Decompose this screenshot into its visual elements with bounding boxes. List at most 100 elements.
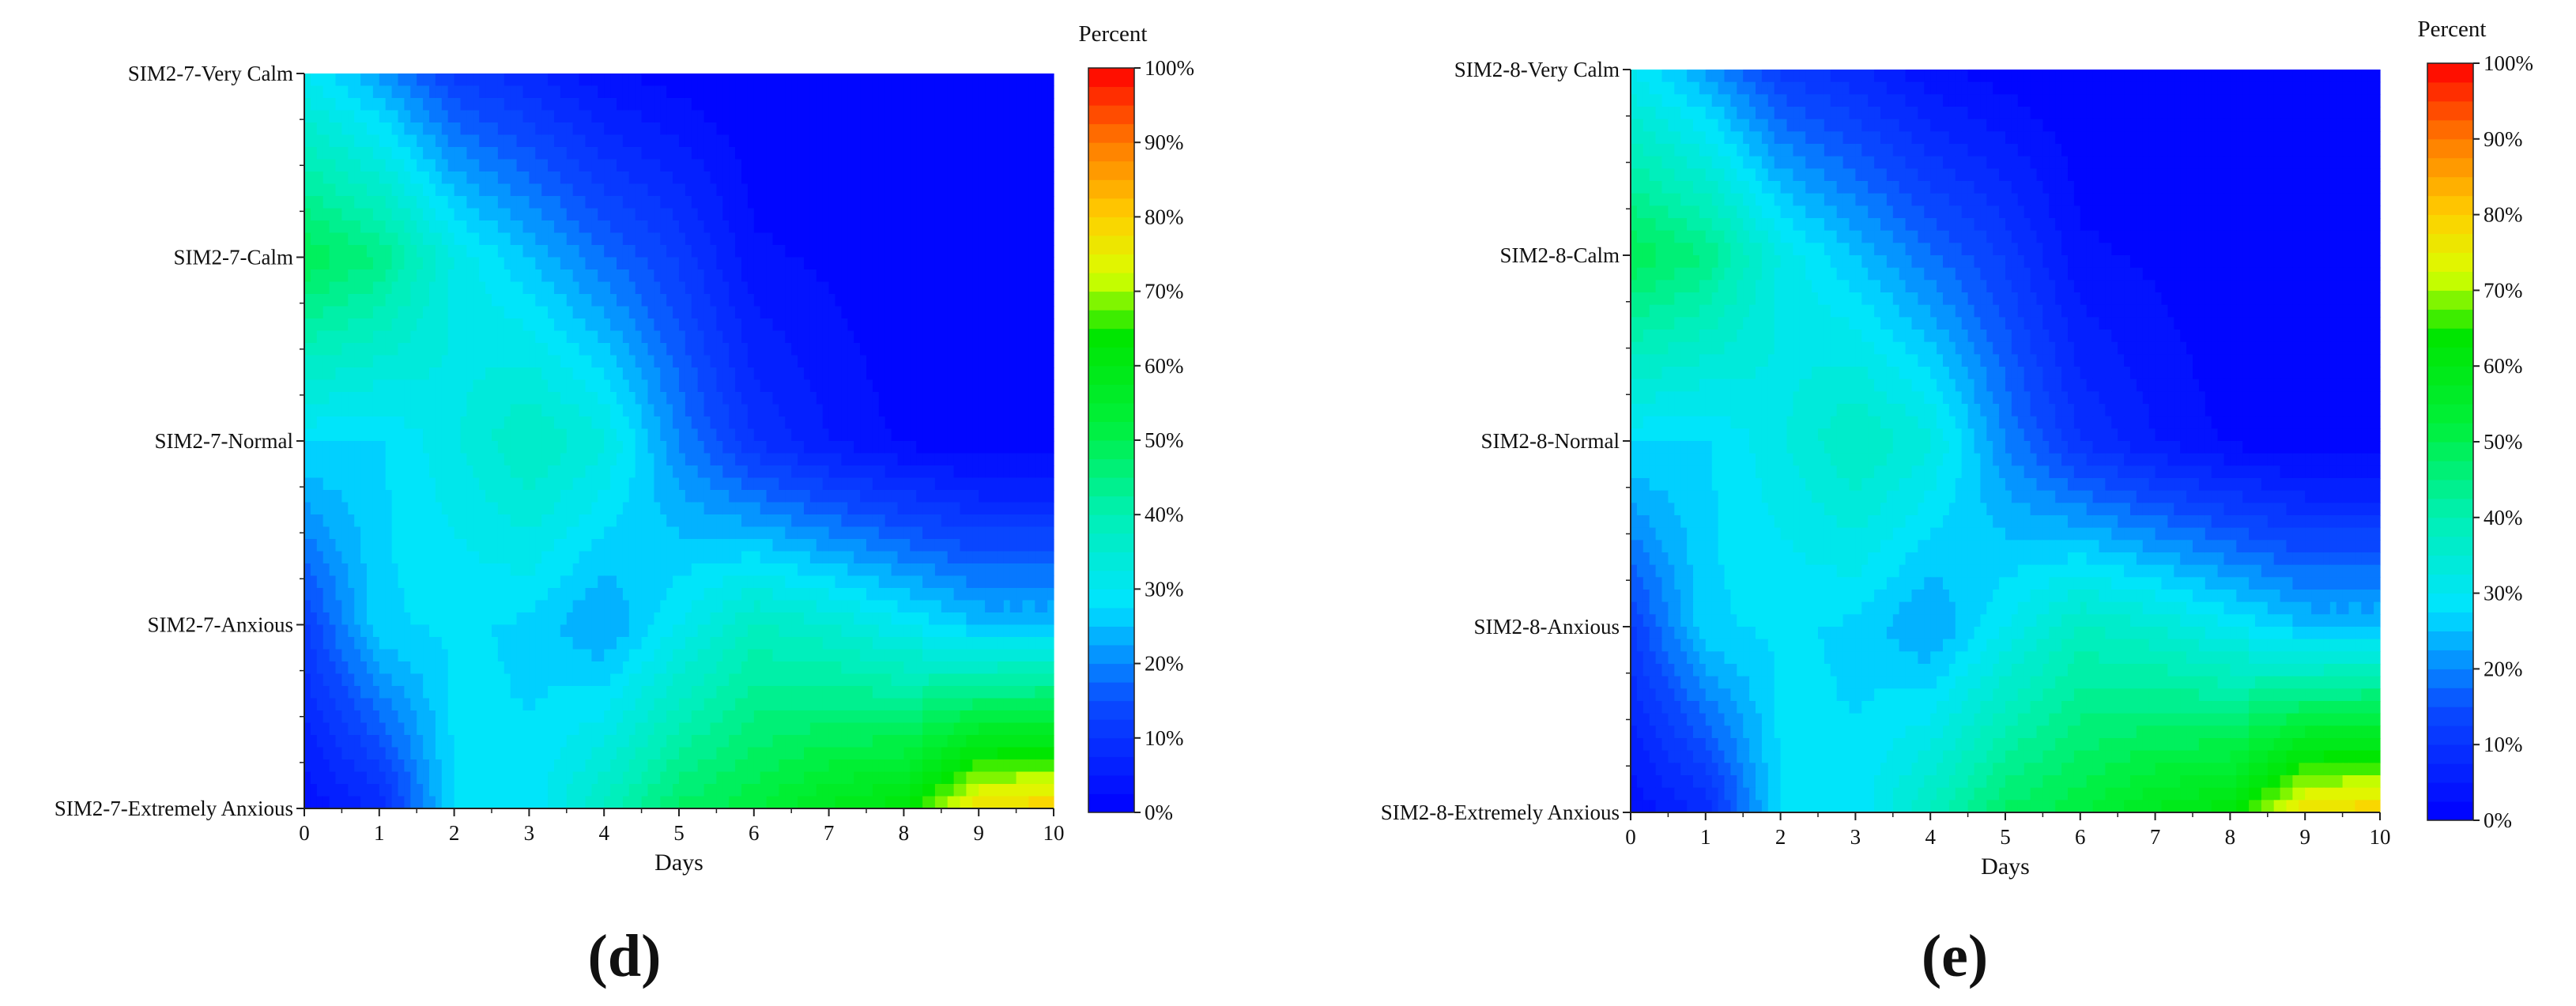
heatmap-cell [991, 502, 998, 515]
heatmap-cell [423, 73, 430, 87]
heatmap-cell [1022, 281, 1029, 295]
heatmap-cell [454, 245, 462, 258]
heatmap-cell [760, 306, 768, 319]
heatmap-cell [647, 245, 654, 258]
heatmap-cell [367, 539, 374, 552]
heatmap-cell [360, 73, 368, 87]
heatmap-cell [429, 220, 436, 234]
heatmap-cell [541, 220, 549, 234]
heatmap-cell [685, 245, 692, 258]
heatmap-cell [441, 220, 449, 234]
heatmap-cell [791, 355, 798, 368]
heatmap-cell [372, 232, 380, 246]
heatmap-cell [391, 306, 399, 319]
heatmap-cell [910, 318, 917, 332]
heatmap-cell [367, 343, 374, 356]
heatmap-cell [541, 159, 549, 172]
heatmap-cell [479, 220, 486, 234]
heatmap-cell [872, 453, 880, 466]
heatmap-cell [697, 245, 705, 258]
heatmap-cell [598, 245, 605, 258]
heatmap-cell [1047, 183, 1054, 197]
heatmap-cell [447, 318, 455, 332]
heatmap-cell [541, 257, 549, 270]
heatmap-cell [441, 73, 449, 87]
heatmap-cell [785, 171, 792, 185]
heatmap-cell [878, 441, 886, 454]
heatmap-cell [947, 122, 955, 136]
heatmap-cell [497, 306, 505, 319]
heatmap-cell [410, 416, 417, 430]
heatmap-cell [654, 539, 661, 552]
heatmap-cell [566, 159, 574, 172]
heatmap-cell [985, 159, 992, 172]
heatmap-cell [760, 465, 768, 479]
heatmap-cell [722, 404, 730, 417]
heatmap-cell [429, 269, 436, 283]
heatmap-cell [410, 257, 417, 270]
heatmap-cell [522, 318, 530, 332]
heatmap-cell [929, 514, 936, 528]
heatmap-cell [710, 171, 717, 185]
heatmap-cell [816, 392, 824, 405]
heatmap-cell [716, 575, 723, 589]
heatmap-cell [854, 416, 861, 430]
heatmap-cell [997, 281, 1005, 295]
heatmap-cell [1022, 551, 1029, 564]
heatmap-cell [367, 575, 374, 589]
heatmap-cell [703, 343, 711, 356]
heatmap-cell [504, 134, 511, 148]
heatmap-cell [785, 441, 792, 454]
heatmap-cell [566, 220, 574, 234]
heatmap-cell [604, 220, 611, 234]
heatmap-cell [641, 232, 649, 246]
heatmap-cell [410, 306, 417, 319]
heatmap-cell [435, 73, 443, 87]
heatmap-cell [953, 73, 961, 87]
heatmap-cell [617, 441, 624, 454]
heatmap-cell [1035, 465, 1042, 479]
heatmap-cell [660, 343, 667, 356]
heatmap-cell [997, 379, 1005, 393]
heatmap-cell [535, 110, 542, 123]
heatmap-cell [922, 392, 930, 405]
heatmap-cell [785, 183, 792, 197]
heatmap-cell [454, 441, 462, 454]
heatmap-cell [934, 220, 942, 234]
heatmap-cell [398, 159, 405, 172]
heatmap-cell [929, 355, 936, 368]
heatmap-cell [441, 257, 449, 270]
heatmap-cell [598, 232, 605, 246]
heatmap-cell [854, 183, 861, 197]
heatmap-cell [1028, 85, 1035, 99]
heatmap-cell [641, 318, 649, 332]
heatmap-cell [1016, 134, 1024, 148]
heatmap-cell [604, 73, 611, 87]
heatmap-cell [516, 490, 524, 503]
heatmap-cell [953, 441, 961, 454]
heatmap-cell [423, 404, 430, 417]
heatmap-cell [891, 330, 899, 344]
heatmap-cell [385, 575, 393, 589]
heatmap-cell [417, 85, 424, 99]
heatmap-cell [953, 159, 961, 172]
heatmap-cell [841, 379, 848, 393]
heatmap-cell [473, 73, 480, 87]
heatmap-cell [922, 110, 930, 123]
heatmap-cell [522, 269, 530, 283]
heatmap-cell [541, 379, 549, 393]
heatmap-cell [398, 416, 405, 430]
heatmap-cell [785, 477, 792, 491]
heatmap-cell [548, 330, 555, 344]
heatmap-cell [466, 563, 473, 577]
heatmap-cell [385, 404, 393, 417]
heatmap-cell [622, 355, 630, 368]
heatmap-cell [504, 196, 511, 209]
heatmap-cell [566, 563, 574, 577]
heatmap-cell [435, 318, 443, 332]
heatmap-cell [360, 85, 368, 99]
heatmap-cell [410, 355, 417, 368]
heatmap-cell [697, 281, 705, 295]
heatmap-cell [828, 306, 836, 319]
heatmap-cell [809, 465, 817, 479]
